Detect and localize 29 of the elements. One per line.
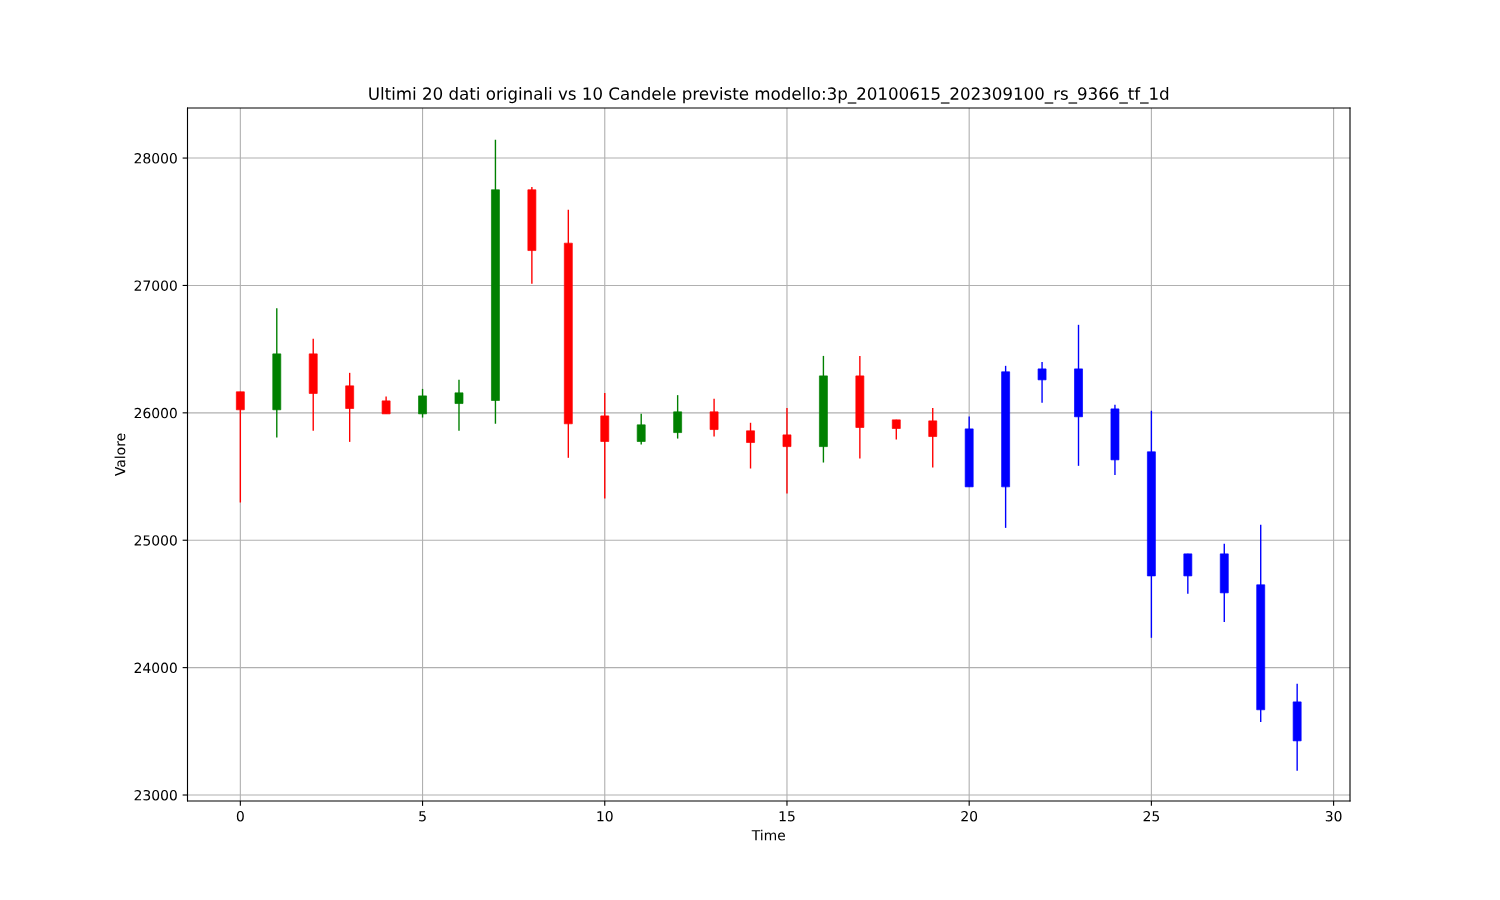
x-tick-label: 25 [1143, 810, 1160, 822]
candlestick [1183, 553, 1193, 595]
candlestick [418, 388, 427, 419]
y-axis-title: Valore [114, 433, 126, 477]
x-tick-label: 30 [1325, 810, 1342, 822]
y-tick-label: 28000 [134, 153, 177, 164]
candlestick [235, 391, 245, 504]
candlestick [928, 407, 938, 469]
x-tick-label: 0 [236, 810, 244, 822]
x-tick-label: 5 [419, 811, 426, 822]
candlestick [454, 379, 464, 432]
y-tick-label: 27000 [134, 280, 177, 291]
y-tick-label: 25000 [134, 535, 177, 546]
candlestick [345, 372, 355, 443]
x-tick-label: 15 [779, 811, 795, 822]
y-tick-label: 26000 [134, 407, 177, 419]
y-tick-label: 24000 [134, 662, 177, 674]
x-tick-label: 20 [961, 810, 978, 822]
candlestick [782, 407, 792, 495]
y-tick-label: 23000 [134, 789, 177, 801]
candlestick [891, 419, 901, 441]
candlestick [746, 422, 755, 470]
candlestick [1037, 361, 1047, 404]
x-axis-title: Time [751, 829, 785, 841]
candlestick [709, 398, 719, 438]
x-tick-label: 10 [597, 810, 613, 822]
chart-title: Ultimi 20 dati originali vs 10 Candele previste modello:3p_20100615_202309100_rs_9366_tf_1d [369, 87, 1169, 104]
candlestick [673, 394, 682, 440]
candlestick [636, 413, 646, 446]
